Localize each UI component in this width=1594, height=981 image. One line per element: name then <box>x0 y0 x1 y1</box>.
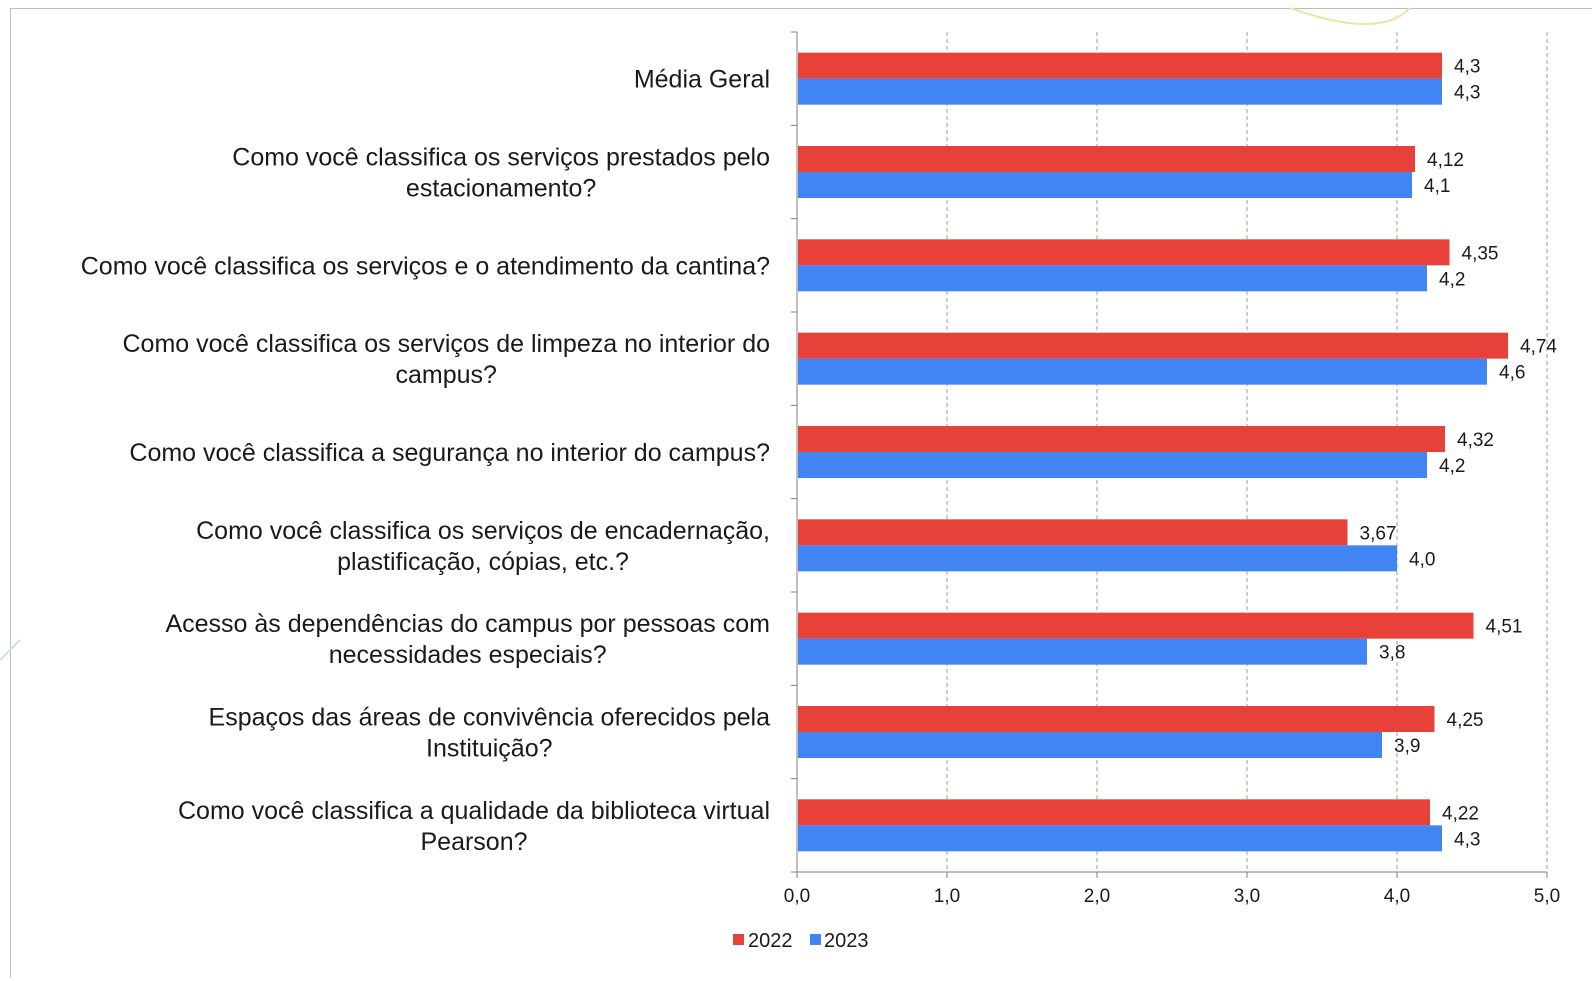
bar-2022 <box>798 239 1450 266</box>
category-label: Acesso às dependências do campus por pes… <box>165 610 770 669</box>
category-label: Espaços das áreas de convivência ofereci… <box>209 704 771 763</box>
data-label-2022: 3,67 <box>1360 523 1397 544</box>
labels: 4,3 4,3 Média Geral 4,12 4,1 Como você classi… <box>81 57 1558 856</box>
data-label-2022: 4,22 <box>1442 803 1479 824</box>
x-tick-label: 0,0 <box>784 886 810 907</box>
data-label-2022: 4,32 <box>1457 430 1494 451</box>
bar-2022 <box>798 799 1430 826</box>
data-label-2022: 4,3 <box>1454 57 1480 78</box>
bar-2022 <box>798 426 1445 452</box>
bar-2023 <box>798 545 1397 572</box>
bar-2023 <box>798 825 1442 852</box>
category-label: Como você classifica os serviços prestad… <box>232 144 770 203</box>
bar-2022 <box>798 332 1508 359</box>
data-label-2022: 4,25 <box>1447 710 1484 731</box>
bars <box>798 52 1508 852</box>
bar-2023 <box>798 732 1382 758</box>
data-label-2022: 4,51 <box>1486 617 1523 638</box>
bar-2023 <box>798 638 1367 665</box>
data-label-2023: 4,3 <box>1454 83 1480 104</box>
category-label: Como você classifica a qualidade da bibl… <box>178 797 770 856</box>
data-label-2023: 4,2 <box>1439 269 1465 290</box>
bar-2023 <box>798 358 1487 385</box>
bar-2023 <box>798 452 1427 478</box>
category-label: Como você classifica os serviços de enca… <box>196 517 770 576</box>
bar-2023 <box>798 265 1427 292</box>
axes: 0,0 1,0 2,0 3,0 4,0 5,0 <box>784 31 1560 907</box>
legend-label-2023: 2023 <box>824 930 869 952</box>
x-tick-label: 3,0 <box>1234 886 1260 907</box>
data-label-2023: 4,6 <box>1499 363 1525 384</box>
data-label-2023: 3,9 <box>1394 736 1420 757</box>
x-tick-label: 2,0 <box>1084 886 1110 907</box>
data-label-2023: 4,2 <box>1439 456 1465 477</box>
x-tick-label: 4,0 <box>1384 886 1410 907</box>
legend-label-2022: 2022 <box>748 930 793 952</box>
category-label: Como você classifica a segurança no inte… <box>129 439 770 467</box>
bar-2023 <box>798 78 1442 105</box>
bar-2022 <box>798 612 1474 639</box>
data-label-2023: 4,3 <box>1454 829 1480 850</box>
category-label: Média Geral <box>634 66 770 94</box>
bar-2022 <box>798 519 1348 546</box>
legend-swatch-2022 <box>733 934 744 945</box>
data-label-2022: 4,35 <box>1462 243 1499 264</box>
x-tick-label: 5,0 <box>1534 886 1560 907</box>
x-tick-label: 1,0 <box>934 886 960 907</box>
bar-2022 <box>798 52 1442 79</box>
legend: 2022 2023 <box>733 930 869 952</box>
category-label: Como você classifica os serviços e o ate… <box>81 252 770 280</box>
data-label-2022: 4,74 <box>1520 337 1557 358</box>
legend-swatch-2023 <box>810 934 821 945</box>
category-label: Como você classifica os serviços de limp… <box>123 330 771 389</box>
data-label-2023: 4,1 <box>1424 176 1450 197</box>
data-label-2023: 3,8 <box>1379 643 1405 664</box>
data-label-2022: 4,12 <box>1427 150 1464 171</box>
data-label-2023: 4,0 <box>1409 549 1435 570</box>
bar-2023 <box>798 172 1412 198</box>
bar-2022 <box>798 146 1415 172</box>
bar-2022 <box>798 706 1435 732</box>
chart-frame <box>10 8 1592 978</box>
